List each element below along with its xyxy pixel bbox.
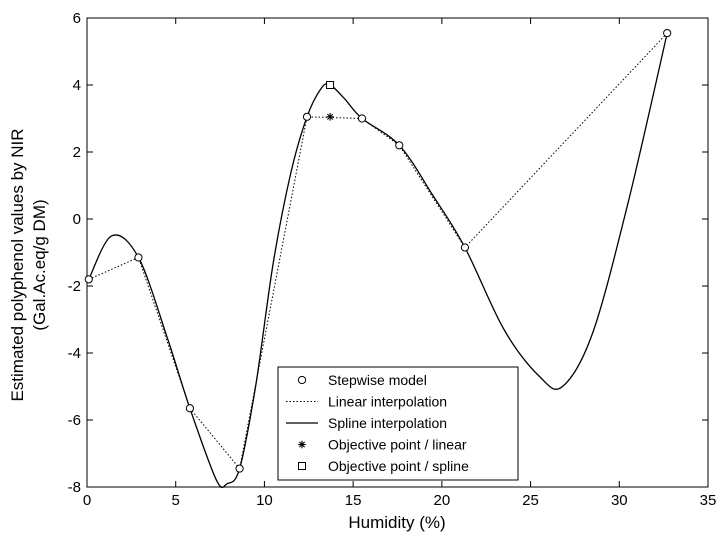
legend-circle-marker bbox=[297, 375, 307, 385]
x-tick-label: 35 bbox=[700, 492, 717, 509]
circle-marker bbox=[395, 141, 404, 150]
circle-marker bbox=[84, 275, 93, 284]
legend-square-marker bbox=[298, 462, 306, 470]
legend-label: Linear interpolation bbox=[328, 394, 447, 410]
x-tick-label: 15 bbox=[345, 492, 362, 509]
y-tick-label: -8 bbox=[68, 479, 81, 496]
asterisk-stroke bbox=[298, 441, 306, 448]
circle-marker bbox=[134, 253, 143, 262]
x-tick-label: 25 bbox=[522, 492, 539, 509]
legend-entry: Linear interpolation bbox=[286, 394, 447, 410]
legend: Stepwise model Linear interpolation Spline… bbox=[277, 366, 519, 481]
legend-asterisk-marker bbox=[298, 440, 306, 449]
legend-label: Objective point / linear bbox=[328, 437, 467, 453]
legend-label: Spline interpolation bbox=[328, 415, 447, 431]
y-tick-label: 2 bbox=[73, 144, 81, 161]
y-axis-title-line-1: Estimated polyphenol values by NIR bbox=[8, 128, 27, 401]
circle-marker bbox=[663, 28, 672, 38]
x-tick-label: 5 bbox=[172, 492, 180, 509]
legend-label: Objective point / spline bbox=[328, 458, 469, 474]
y-tick-label: 4 bbox=[73, 77, 81, 94]
asterisk-marker bbox=[326, 113, 334, 121]
circle-marker bbox=[302, 112, 312, 121]
square-marker bbox=[326, 81, 335, 89]
y-tick-label: 0 bbox=[73, 211, 81, 228]
x-tick-label: 20 bbox=[434, 492, 451, 509]
x-tick-label: 10 bbox=[256, 492, 273, 509]
y-tick-label: -2 bbox=[68, 278, 81, 295]
y-axis-title-line-2: (Gal.Ac.eq/g DM) bbox=[30, 199, 49, 330]
x-tick-label: 0 bbox=[83, 492, 91, 509]
circle-marker bbox=[357, 114, 367, 123]
legend-entry: Stepwise model bbox=[297, 372, 427, 388]
plot-frame bbox=[86, 17, 709, 488]
circle-marker bbox=[460, 243, 470, 252]
legend-entry: Objective point / spline bbox=[298, 458, 469, 474]
y-tick-label: -4 bbox=[68, 345, 81, 362]
circle-marker bbox=[185, 404, 195, 413]
y-tick-label: 6 bbox=[73, 10, 81, 27]
legend-entry: Spline interpolation bbox=[286, 415, 447, 431]
y-tick-label: -6 bbox=[68, 412, 81, 429]
legend-entry: Objective point / linear bbox=[298, 437, 467, 453]
x-tick-label: 30 bbox=[611, 492, 628, 509]
circle-marker bbox=[235, 464, 244, 473]
plot-area: 0 5 10 15 20 25 30 35 -8 -6 -4 -2 0 2 4 6 bbox=[68, 10, 717, 509]
legend-label: Stepwise model bbox=[328, 372, 427, 388]
x-axis-title: Humidity (%) bbox=[348, 513, 445, 532]
asterisk-stroke bbox=[327, 113, 334, 120]
